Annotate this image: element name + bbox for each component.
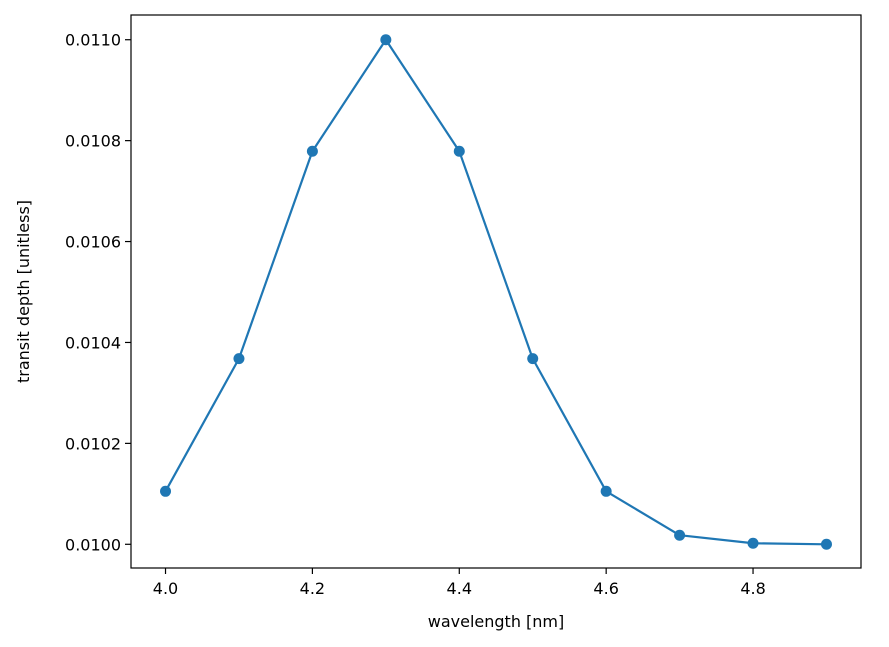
series-line bbox=[164, 38, 827, 546]
data-point bbox=[453, 145, 465, 157]
plot-frame bbox=[130, 14, 862, 569]
x-tick-label: 4.8 bbox=[740, 579, 765, 598]
data-point bbox=[600, 485, 612, 497]
y-axis-label: transit depth [unitless] bbox=[14, 200, 33, 383]
data-point bbox=[380, 34, 392, 46]
data-point bbox=[747, 537, 759, 549]
x-axis-ticks: 4.0 4.2 4.4 4.6 4.8 bbox=[153, 568, 766, 598]
y-tick-label: 0.0110 bbox=[65, 31, 121, 50]
y-tick-label: 0.0108 bbox=[65, 132, 121, 151]
series-layer bbox=[160, 34, 832, 550]
x-axis-label: wavelength [nm] bbox=[428, 612, 565, 631]
plot-area bbox=[131, 15, 861, 568]
data-point bbox=[674, 529, 686, 541]
data-point bbox=[527, 353, 539, 365]
y-tick-label: 0.0106 bbox=[65, 233, 121, 252]
data-point bbox=[306, 145, 318, 157]
y-axis-ticks: 0.0100 0.0102 0.0104 0.0106 0.0108 0.0110 bbox=[65, 31, 131, 554]
x-tick-label: 4.4 bbox=[447, 579, 472, 598]
y-tick-label: 0.0104 bbox=[65, 333, 121, 352]
x-tick-label: 4.2 bbox=[300, 579, 325, 598]
y-tick-label: 0.0102 bbox=[65, 434, 121, 453]
data-point bbox=[233, 353, 245, 365]
data-point bbox=[820, 538, 832, 550]
x-tick-label: 4.6 bbox=[593, 579, 618, 598]
y-tick-label: 0.0100 bbox=[65, 535, 121, 554]
data-point bbox=[160, 485, 172, 497]
x-tick-label: 4.0 bbox=[153, 579, 178, 598]
